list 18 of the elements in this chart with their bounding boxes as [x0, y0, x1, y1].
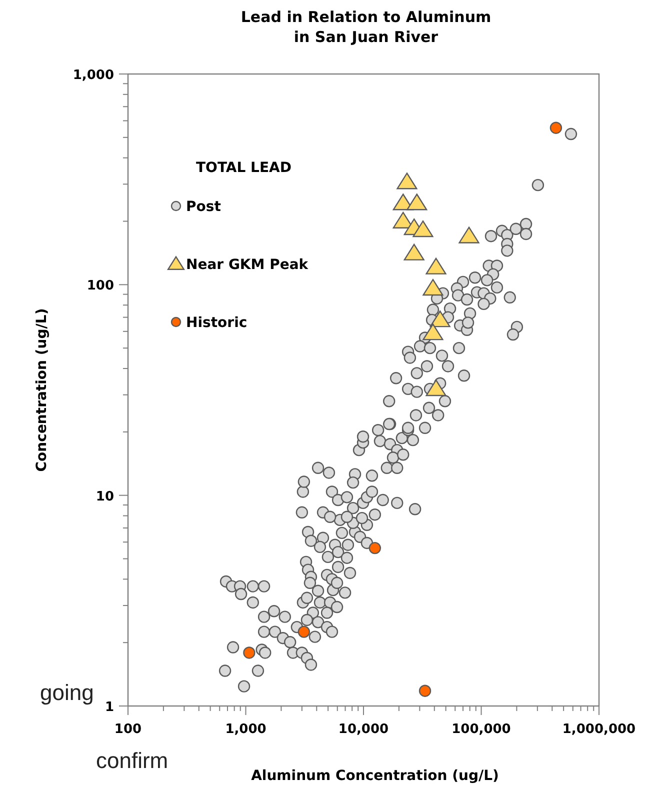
legend-title: TOTAL LEAD [196, 160, 292, 176]
legend-label: Post [186, 199, 222, 215]
x-tick-label: 100 [114, 722, 142, 737]
y-tick-label: 1 [104, 700, 114, 715]
y-tick-label: 100 [86, 278, 114, 294]
x-tick-label: 1,000 [225, 722, 266, 737]
x-axis-title: Aluminum Concentration (ug/L) [251, 768, 499, 784]
x-tick-label: 100,000 [452, 722, 511, 737]
y-axis-title: Concentration (ug/L) [34, 308, 50, 472]
text: going [40, 680, 94, 705]
x-tick-label: 1,000,000 [562, 722, 636, 737]
text: confirm [96, 748, 168, 773]
y-tick-label: 1,000 [72, 68, 114, 83]
chart-title: Lead in Relation to Aluminum in San Juan River [240, 8, 492, 46]
legend-label: Near GKM Peak [186, 257, 309, 273]
x-tick-label: 10,000 [338, 722, 389, 737]
y-tick-label: 10 [96, 489, 114, 504]
legend-label: Historic [186, 315, 248, 331]
